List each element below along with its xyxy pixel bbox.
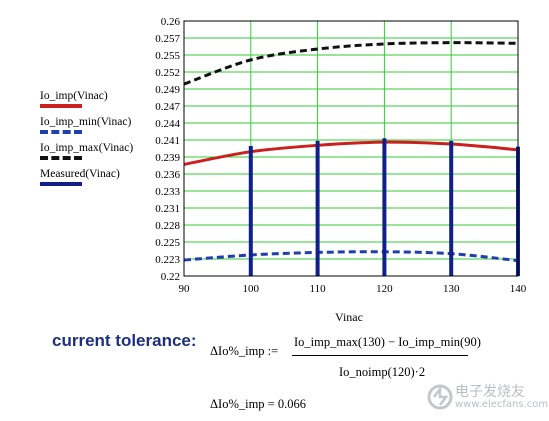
legend-label: Io_imp_max(Vinac) (40, 142, 134, 154)
y-tick-label: 0.22 (161, 271, 180, 283)
y-tick-label: 0.223 (155, 254, 180, 266)
watermark: 电子发烧友 www.elecfans.com (427, 381, 549, 415)
x-tick-label: 100 (243, 283, 260, 295)
legend-label: Io_imp_min(Vinac) (40, 116, 132, 128)
y-tick-label: 0.239 (155, 152, 180, 164)
legend: Io_imp(Vinac) Io_imp_min(Vinac) Io_imp_max… (40, 90, 180, 194)
y-tick-label: 0.247 (155, 101, 180, 113)
tick-labels: 0.22 0.223 0.225 0.228 0.231 0.233 0.236 0.239 0… (155, 16, 527, 295)
legend-item: Io_imp_min(Vinac) (40, 116, 180, 142)
y-tick-label: 0.241 (155, 135, 180, 147)
x-tick-label: 130 (443, 283, 460, 295)
legend-swatch (40, 130, 82, 134)
y-tick-label: 0.26 (161, 16, 181, 28)
x-tick-label: 140 (510, 283, 527, 295)
legend-label: Measured(Vinac) (40, 168, 120, 180)
y-tick-label: 0.228 (155, 220, 180, 232)
watermark-text: 电子发烧友 (455, 384, 525, 400)
equation-numerator: Io_imp_max(130) − Io_imp_min(90) (294, 335, 481, 349)
legend-swatch (40, 104, 82, 108)
x-tick-label: 120 (376, 283, 393, 295)
legend-swatch (40, 156, 82, 160)
equation-denominator: Io_noimp(120)·2 (339, 365, 426, 379)
y-tick-label: 0.244 (155, 118, 180, 130)
y-tick-label: 0.225 (155, 237, 180, 249)
y-tick-label: 0.236 (155, 169, 180, 181)
series-line-io-imp-min (183, 250, 519, 263)
watermark-url: www.elecfans.com (455, 399, 549, 410)
watermark-logo-icon (427, 384, 453, 410)
x-tick-label: 110 (310, 283, 327, 295)
legend-item: Io_imp(Vinac) (40, 90, 180, 116)
legend-item: Measured(Vinac) (40, 168, 180, 194)
plot-frame (183, 20, 519, 277)
fraction-bar (292, 355, 468, 356)
y-tick-label: 0.231 (155, 203, 180, 215)
legend-swatch (40, 182, 82, 186)
series-line-io-imp (183, 140, 519, 166)
series-layer (183, 41, 520, 276)
y-tick-label: 0.233 (155, 186, 180, 198)
y-tick-label: 0.257 (155, 33, 180, 45)
x-tick-label: 90 (179, 283, 191, 295)
equation-result: ΔIo%_imp = 0.066 (210, 397, 306, 411)
y-tick-label: 0.249 (155, 84, 180, 96)
x-axis-label: Vinac (335, 310, 363, 324)
tolerance-heading: current tolerance: (52, 331, 197, 350)
y-tick-label: 0.252 (155, 67, 180, 79)
equation-lhs: ΔIo%_imp := (210, 344, 279, 358)
y-tick-label: 0.255 (155, 50, 180, 62)
series-line-io-imp-max (183, 41, 519, 86)
legend-label: Io_imp(Vinac) (40, 90, 108, 102)
grid (184, 21, 518, 276)
legend-item: Io_imp_max(Vinac) (40, 142, 180, 168)
